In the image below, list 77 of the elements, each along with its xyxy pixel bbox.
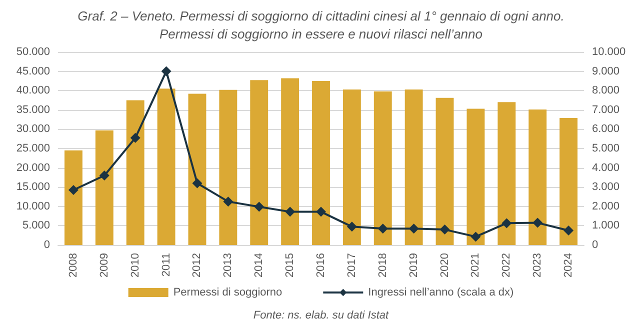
x-tick-label: 2021 bbox=[470, 253, 482, 278]
x-tick-label: 2011 bbox=[160, 253, 172, 277]
bar bbox=[436, 98, 454, 245]
x-tick-label: 2013 bbox=[222, 253, 234, 278]
bar bbox=[404, 89, 423, 245]
bar bbox=[188, 94, 206, 245]
point bbox=[192, 178, 202, 188]
x-tick-label: 2024 bbox=[562, 253, 575, 278]
bar bbox=[312, 80, 330, 245]
legend-label: Ingressi nell’anno (scala a dx) bbox=[368, 286, 514, 298]
point bbox=[285, 206, 296, 217]
point bbox=[99, 170, 110, 181]
x-tick-label: 2018 bbox=[376, 253, 389, 278]
bar bbox=[560, 118, 578, 245]
point bbox=[161, 66, 172, 76]
x-tick-label: 2012 bbox=[191, 253, 204, 278]
y-tick-label: 30.000 bbox=[16, 123, 50, 136]
source-note: Fonte: ns. elab. su dati Istat bbox=[253, 310, 390, 322]
point bbox=[502, 218, 512, 228]
point bbox=[68, 184, 78, 195]
y-tick-label: 15.000 bbox=[16, 181, 50, 194]
y-tick-label: 40.000 bbox=[16, 84, 50, 97]
point bbox=[254, 202, 264, 212]
bar bbox=[466, 108, 485, 245]
y-tick-label: 5.000 bbox=[22, 220, 50, 232]
point bbox=[470, 232, 481, 242]
x-tick-label: 2008 bbox=[67, 253, 80, 278]
y-tick-label: 35.000 bbox=[16, 104, 50, 116]
y2-tick-label: 8.000 bbox=[592, 84, 620, 97]
bar bbox=[281, 78, 300, 245]
x-tick-label: 2023 bbox=[532, 253, 544, 278]
bar bbox=[528, 110, 547, 245]
point bbox=[130, 132, 140, 143]
point bbox=[316, 206, 326, 217]
x-tick-label: 2019 bbox=[408, 253, 420, 278]
y2-tick-label: 4.000 bbox=[592, 162, 620, 174]
bar bbox=[157, 88, 176, 245]
point bbox=[346, 222, 357, 232]
y2-tick-label: 3.000 bbox=[592, 181, 620, 194]
x-tick-label: 2020 bbox=[438, 253, 451, 278]
y2-tick-label: 9.000 bbox=[592, 65, 620, 78]
x-tick-label: 2022 bbox=[500, 253, 513, 278]
y-tick-label: 45.000 bbox=[16, 65, 50, 78]
bar bbox=[342, 89, 361, 245]
y-tick-label: 25.000 bbox=[16, 142, 50, 154]
y-tick-label: 50.000 bbox=[16, 46, 50, 58]
bar bbox=[374, 91, 392, 245]
y-tick-label: 20.000 bbox=[16, 162, 50, 174]
point bbox=[408, 224, 419, 234]
y2-tick-label: 0 bbox=[592, 239, 598, 251]
point bbox=[378, 224, 388, 234]
bar bbox=[126, 100, 144, 245]
chart-title: Graf. 2 – Veneto. Permessi di soggiorno di cittadini cinesi al 1° gennaio di ogni anno. Permessi di soggiorno in essere e nuovi rilasci nell’anno bbox=[78, 8, 564, 42]
x-tick-label: 2009 bbox=[98, 253, 110, 278]
bar bbox=[64, 150, 82, 245]
x-tick-label: 2016 bbox=[315, 253, 327, 278]
y2-tick-label: 5.000 bbox=[592, 142, 620, 154]
bar bbox=[95, 130, 114, 245]
x-tick-label: 2015 bbox=[284, 253, 296, 278]
legend-label: Permessi di soggiorno bbox=[173, 286, 282, 298]
point bbox=[440, 224, 450, 235]
x-tick-label: 2010 bbox=[129, 253, 142, 278]
y2-tick-label: 10.000 bbox=[592, 46, 626, 58]
x-tick-label: 2017 bbox=[346, 253, 358, 278]
y2-tick-label: 6.000 bbox=[592, 123, 620, 136]
y2-tick-label: 2.000 bbox=[592, 200, 620, 212]
point bbox=[532, 218, 543, 228]
y2-tick-label: 7.000 bbox=[592, 104, 620, 116]
bar bbox=[498, 102, 516, 245]
y-tick-label: 10.000 bbox=[16, 200, 50, 212]
x-tick-label: 2014 bbox=[253, 253, 266, 278]
bar bbox=[219, 90, 238, 245]
point bbox=[564, 226, 574, 236]
y2-tick-label: 1.000 bbox=[592, 220, 620, 232]
y-tick-label: 0 bbox=[44, 239, 50, 251]
point bbox=[223, 196, 234, 207]
bar bbox=[250, 80, 268, 245]
